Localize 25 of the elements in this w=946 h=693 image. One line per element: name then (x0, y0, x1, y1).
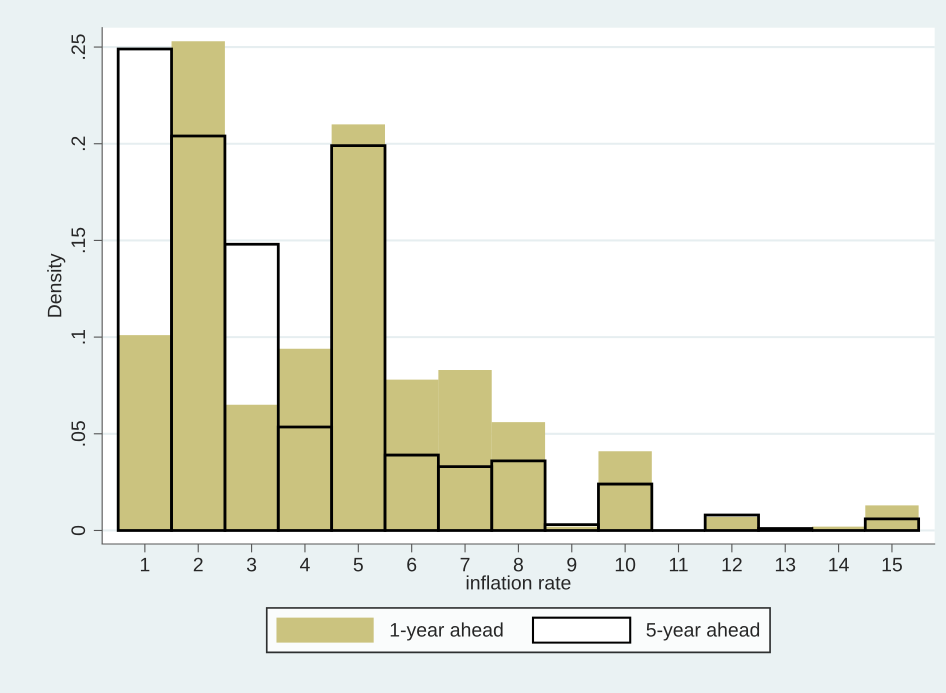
x-tick-label: 11 (670, 558, 688, 572)
x-tick-label: 5 (354, 558, 363, 572)
x-tick-label: 1 (140, 558, 150, 572)
y-tick-label: .1 (72, 330, 85, 344)
y-axis-title: Density (47, 253, 66, 317)
x-tick-label: 13 (776, 558, 796, 572)
x-tick-label: 8 (514, 558, 523, 572)
y-tick-label: .05 (71, 421, 86, 446)
y-tick-label: .2 (71, 136, 85, 150)
x-tick-label: 6 (407, 558, 416, 572)
x-axis-title: inflation rate (466, 575, 571, 590)
x-tick-label: 4 (300, 558, 310, 572)
x-tick-label: 14 (829, 558, 849, 572)
x-tick-label: 3 (246, 558, 256, 572)
x-tick-label: 9 (567, 558, 576, 572)
legend-label: 1-year ahead (390, 622, 503, 641)
x-tick-label: 10 (616, 558, 636, 572)
text: 5-year ahead (646, 622, 760, 641)
x-tick-label: 2 (194, 558, 203, 572)
y-tick-label: 0 (71, 526, 86, 536)
x-tick-label: 7 (460, 558, 470, 572)
x-tick-label: 15 (882, 558, 902, 572)
y-tick-label: .15 (72, 228, 86, 252)
x-tick-label: 12 (722, 558, 742, 572)
y-tick-label: .25 (71, 34, 86, 59)
